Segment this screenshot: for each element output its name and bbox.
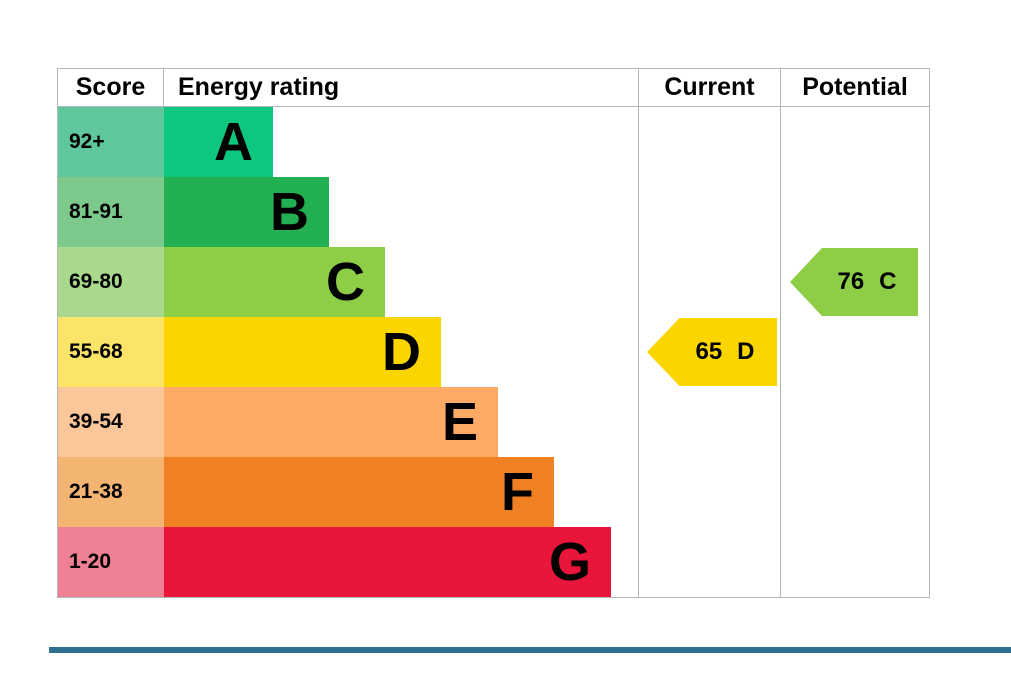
potential-cell [781,387,929,457]
band-bar: F [164,457,554,527]
band-bar: E [164,387,498,457]
band-score-range: 55-68 [58,317,164,387]
band-bar: G [164,527,611,597]
current-cell [639,107,781,177]
band-row-g: 1-20 G [58,527,929,597]
band-row-e: 39-54 E [58,387,929,457]
current-cell [639,177,781,247]
band-row-f: 21-38 F [58,457,929,527]
band-row-b: 81-91 B [58,177,929,247]
potential-column-header: Potential [802,73,908,101]
band-score-range: 39-54 [58,387,164,457]
band-score-range: 1-20 [58,527,164,597]
band-row-a: 92+ A [58,107,929,177]
band-letter: A [214,112,253,172]
band-letter: D [382,322,421,382]
band-letter: F [501,462,534,522]
potential-rating-arrow: 76 C [790,248,918,316]
band-row-c: 69-80 C 76 C [58,247,929,317]
band-score-range: 69-80 [58,247,164,317]
band-rating-cell: E [164,387,639,457]
band-score-range: 81-91 [58,177,164,247]
current-cell [639,247,781,317]
potential-cell [781,457,929,527]
current-cell [639,527,781,597]
band-letter: E [441,392,478,452]
current-cell [639,387,781,457]
band-bar: A [164,107,273,177]
band-rating-cell: A [164,107,639,177]
band-bar: C [164,247,385,317]
band-score-range: 92+ [58,107,164,177]
potential-rating-value: 76 [837,268,865,295]
potential-cell [781,107,929,177]
current-rating-letter: D [737,338,755,365]
potential-cell [781,177,929,247]
band-bar: D [164,317,441,387]
band-rows: 92+ A 81-91 B 69-80 C 76 C 55-68 D 65 D 39-54 E 21-38 F… [58,107,929,597]
potential-cell [781,317,929,387]
current-column-header: Current [639,69,781,106]
potential-cell [781,527,929,597]
score-column-header: Score [58,69,164,106]
energy-rating-column-header: Energy rating [164,69,639,106]
potential-rating-letter: C [879,268,897,295]
potential-cell: 76 C [781,247,929,317]
current-cell: 65 D [639,317,781,387]
current-rating-arrow: 65 D [647,318,777,386]
bottom-divider-line [49,647,1011,653]
band-row-d: 55-68 D 65 D [58,317,929,387]
band-letter: G [548,532,591,592]
table-header-row: Score Energy rating Current Potential [58,69,929,107]
band-rating-cell: B [164,177,639,247]
band-bar: B [164,177,329,247]
band-letter: B [270,182,309,242]
current-cell [639,457,781,527]
current-rating-value: 65 [695,338,723,365]
band-rating-cell: G [164,527,639,597]
band-letter: C [326,252,365,312]
band-score-range: 21-38 [58,457,164,527]
band-rating-cell: C [164,247,639,317]
epc-table: Score Energy rating Current Potential 92… [57,68,930,598]
band-rating-cell: F [164,457,639,527]
band-rating-cell: D [164,317,639,387]
